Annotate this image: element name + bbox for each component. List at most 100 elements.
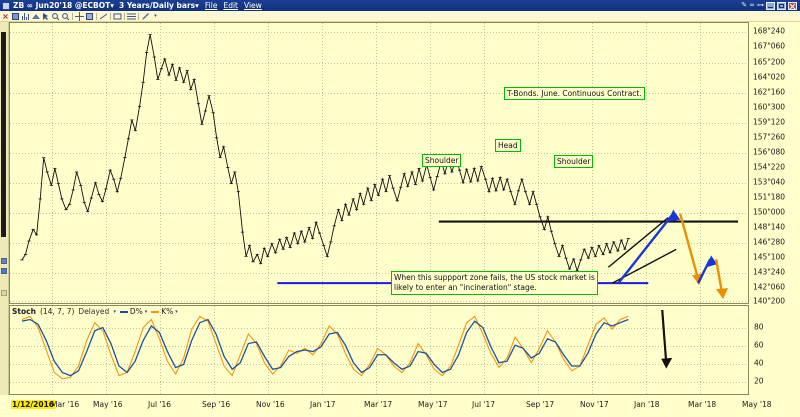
symbol-dropdown-caret[interactable]: ▾	[110, 1, 114, 10]
titlebar-tool-group: ✎ ∞ ⊶	[741, 1, 798, 10]
interval-label: 3 Years/Daily bars	[118, 1, 196, 10]
legend-label-k: K%	[161, 307, 174, 316]
stoch-settings-caret[interactable]: ▾	[113, 308, 116, 315]
toolbar-separator-3	[109, 12, 112, 21]
support-annotation-line-1: When this suppport zone fails, the US st…	[394, 273, 595, 282]
wedge-upper-line[interactable]	[607, 217, 669, 268]
price-chart-panel[interactable]: T-Bonds. June. Continuous Contract. Shou…	[9, 22, 749, 304]
title-bar: ZB ∞ Jun20'18 @ECBOT ▾ 3 Years/Daily bar…	[0, 0, 800, 11]
date-tick-label: Mar '16	[51, 400, 80, 409]
date-tick-label: Jul '16	[148, 400, 172, 409]
minimize-button[interactable]	[766, 1, 775, 10]
title-annotation-box[interactable]: T-Bonds. June. Continuous Contract.	[504, 87, 645, 100]
pencil-dropdown-caret[interactable]: ▾	[154, 13, 157, 19]
price-tick-label: 153"040	[753, 177, 786, 187]
support-annotation-line-2: likely to enter an "incineration" stage.	[394, 283, 537, 292]
date-tick-label: May '18	[742, 400, 772, 409]
price-polyline	[21, 34, 629, 273]
chart-window-icon	[2, 1, 10, 10]
toolbar-separator-4	[123, 12, 126, 21]
date-tick-label: Jan '18	[634, 400, 660, 409]
legend-swatch-d-icon	[119, 310, 128, 313]
price-tick-label: 150"000	[753, 207, 786, 217]
pencil-icon[interactable]: ✎	[741, 1, 748, 9]
menu-view[interactable]: View	[244, 1, 262, 10]
toolbar-separator-1	[71, 12, 74, 21]
stoch-gridlines	[10, 306, 748, 394]
crosshair-glyph	[75, 11, 84, 21]
decline-arrow-1-shaft[interactable]	[679, 213, 700, 280]
link-icon[interactable]: ∞	[749, 1, 755, 9]
close-chart-icon[interactable]: ×	[2, 11, 9, 21]
menu-file[interactable]: File	[204, 1, 218, 10]
indicator-icon[interactable]	[85, 12, 94, 21]
legend-item-k[interactable]: K% ▾	[151, 307, 178, 316]
text-tool-icon[interactable]	[113, 12, 122, 21]
legend-d-caret[interactable]: ▾	[144, 308, 148, 315]
decline-arrow-2-head	[716, 288, 729, 300]
support-annotation-box[interactable]: When this suppport zone fails, the US st…	[391, 271, 598, 295]
trendline-glyph	[99, 13, 108, 19]
price-axis[interactable]: 168"240 167"060 165"200 164"020 162"160 …	[749, 22, 800, 306]
fibonacci-icon[interactable]	[127, 12, 136, 21]
pin-icon[interactable]: ⊶	[757, 1, 764, 9]
rail-chip-upper-icon[interactable]	[1, 258, 7, 264]
date-axis[interactable]: 1/12/2016 Mar '16 May '16 Jul '16 Sep '1…	[9, 396, 800, 417]
shoulder-left-label[interactable]: Shoulder	[422, 154, 462, 167]
interval-dropdown-caret[interactable]: ▾	[195, 1, 199, 10]
stoch-decline-arrow-shaft[interactable]	[661, 309, 668, 363]
stochastic-indicator-panel[interactable]: Stoch (14, 7, 7) Delayed ▾ D% ▾ K% ▾	[9, 305, 749, 395]
date-tick-label: May '16	[93, 400, 123, 409]
head-label[interactable]: Head	[495, 139, 521, 152]
stoch-tick-label: 60	[754, 340, 764, 350]
price-tick-label: 159"120	[753, 117, 786, 127]
legend-swatch-k-icon	[151, 310, 160, 313]
stoch-tick-label: 20	[754, 376, 764, 386]
pencil-tool-icon[interactable]	[141, 12, 150, 21]
left-gutter-rail	[0, 22, 9, 395]
zoom-out-icon[interactable]	[61, 12, 70, 21]
price-tick-label: 156"080	[753, 147, 786, 157]
date-tick-label: Jan '17	[310, 400, 336, 409]
legend-k-caret[interactable]: ▾	[175, 308, 178, 315]
date-tick-label: Sep '16	[202, 400, 231, 409]
price-tick-label: 146"280	[753, 237, 786, 247]
maximize-button[interactable]	[777, 1, 786, 10]
date-tick-label: Nov '16	[256, 400, 285, 409]
stochastic-series	[21, 309, 673, 380]
shoulder-right-label[interactable]: Shoulder	[554, 155, 594, 168]
rally-arrow-2-head	[706, 255, 718, 268]
toolbar-separator-2	[95, 12, 98, 21]
date-tick-label: Mar '18	[688, 400, 717, 409]
price-tick-label: 154"220	[753, 162, 786, 172]
rally-arrow-1-shaft[interactable]	[617, 212, 675, 284]
price-tick-label: 157"260	[753, 132, 786, 142]
zoom-in-icon[interactable]	[51, 12, 60, 21]
rail-chip-bottom-icon[interactable]	[1, 290, 7, 296]
stoch-params-label: (14, 7, 7)	[39, 307, 75, 316]
bar-chart-icon[interactable]	[21, 12, 30, 21]
price-tick-label: 164"020	[753, 72, 786, 82]
cursor-crosshair-icon[interactable]	[41, 12, 50, 21]
decline-arrow-2-shaft[interactable]	[714, 259, 724, 294]
chart-properties-icon[interactable]	[11, 12, 20, 21]
legend-label-d: D%	[129, 307, 143, 316]
menu-edit[interactable]: Edit	[223, 1, 238, 10]
rally-arrow-1-head	[668, 209, 681, 222]
rail-chip-lower-icon[interactable]	[1, 268, 7, 274]
ohlc-bar-series	[20, 34, 630, 273]
crosshair-icon[interactable]	[75, 11, 84, 21]
legend-item-d[interactable]: D% ▾	[119, 307, 148, 316]
price-tick-label: 145"100	[753, 252, 786, 262]
price-tick-label: 142"060	[753, 282, 786, 292]
price-tick-label: 143"240	[753, 267, 786, 277]
magnifier-glyph	[52, 12, 60, 20]
stochastic-axis[interactable]: 80 60 40 20	[749, 305, 800, 395]
date-tick-label: Jul '17	[472, 400, 496, 409]
stoch-decline-arrow-head	[661, 357, 673, 369]
close-button[interactable]	[788, 1, 797, 10]
mountain-chart-icon[interactable]	[31, 12, 40, 21]
drawing-tools-icon[interactable]	[99, 12, 108, 21]
symbol-label: ZB ∞ Jun20'18 @ECBOT	[13, 1, 111, 10]
